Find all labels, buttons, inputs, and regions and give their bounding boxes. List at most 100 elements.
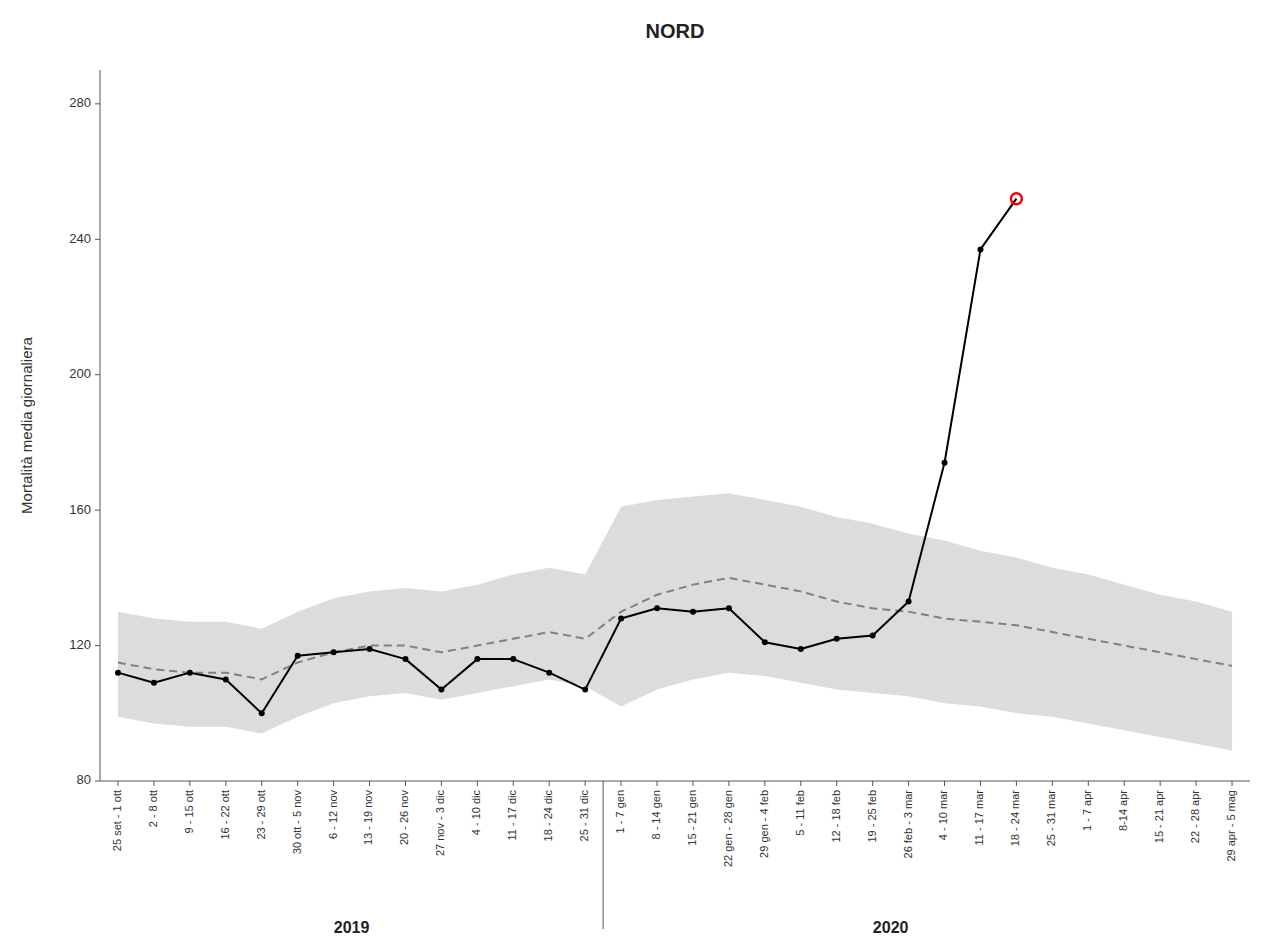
x-tick (728, 781, 729, 786)
x-tick-label: 8-14 apr (1117, 790, 1129, 831)
x-tick-label: 15 - 21 apr (1153, 790, 1165, 844)
x-tick (441, 781, 442, 786)
y-tick (95, 374, 100, 375)
x-tick-label: 1 - 7 gen (614, 790, 626, 833)
x-tick-label: 22 - 28 apr (1189, 790, 1201, 844)
x-tick-label: 12 - 18 feb (830, 790, 842, 843)
x-tick (189, 781, 190, 786)
x-tick (621, 781, 622, 786)
year-label: 2019 (334, 919, 370, 936)
y-axis-label: Mortalità media giornaliera (18, 336, 35, 513)
point (834, 636, 840, 642)
y-tick (95, 103, 100, 104)
point (546, 670, 552, 676)
x-tick-label: 18 - 24 mar (1009, 790, 1021, 847)
x-tick (1160, 781, 1161, 786)
x-tick (477, 781, 478, 786)
y-axis-line (100, 70, 101, 781)
point (582, 687, 588, 693)
x-tick (369, 781, 370, 786)
x-tick-label: 25 - 31 dic (578, 790, 590, 842)
line (118, 199, 1016, 714)
x-tick (261, 781, 262, 786)
x-tick (1124, 781, 1125, 786)
x-tick (944, 781, 945, 786)
point (259, 710, 265, 716)
x-tick-label: 13 - 19 nov (362, 790, 374, 846)
x-tick (980, 781, 981, 786)
point (690, 609, 696, 615)
x-tick (297, 781, 298, 786)
point (654, 605, 660, 611)
x-tick (872, 781, 873, 786)
x-tick-label: 29 apr - 5 mag (1225, 790, 1237, 862)
x-tick-label: 11 - 17 mar (973, 790, 985, 846)
point (942, 460, 948, 466)
point (977, 246, 983, 252)
x-tick-label: 5 - 11 feb (794, 790, 806, 836)
point (187, 670, 193, 676)
x-tick-label: 4 - 10 mar (937, 790, 949, 840)
x-tick-label: 23 - 29 ott (255, 790, 267, 840)
point (115, 670, 121, 676)
point (331, 649, 337, 655)
plot-area (115, 193, 1232, 750)
x-tick-label: 20 - 26 nov (398, 790, 410, 846)
x-tick (1232, 781, 1233, 786)
point (726, 605, 732, 611)
point (402, 656, 408, 662)
x-tick (1052, 781, 1053, 786)
point (870, 632, 876, 638)
x-tick (1088, 781, 1089, 786)
x-tick-label: 30 ott - 5 nov (291, 790, 303, 855)
point (223, 676, 229, 682)
x-tick-label: 11 - 17 dic (506, 790, 518, 841)
x-tick-label: 16 - 22 ott (219, 790, 231, 840)
x-tick-label: 8 - 14 gen (650, 790, 662, 840)
x-tick (692, 781, 693, 786)
x-tick (908, 781, 909, 786)
point (474, 656, 480, 662)
x-tick (513, 781, 514, 786)
x-tick (153, 781, 154, 786)
x-tick-label: 2 - 8 ott (147, 790, 159, 827)
y-tick (95, 781, 100, 782)
x-tick (657, 781, 658, 786)
x-tick-label: 26 feb - 3 mar (902, 790, 914, 859)
y-tick-label: 120 (69, 637, 91, 652)
y-axis: 80120160200240280 (69, 70, 100, 787)
x-tick (1196, 781, 1197, 786)
x-tick-label: 9 - 15 ott (183, 790, 195, 833)
x-tick-label: 19 - 25 feb (866, 790, 878, 843)
x-tick-label: 29 gen - 4 feb (758, 790, 770, 858)
point (510, 656, 516, 662)
confidence-band (118, 493, 1232, 750)
y-tick-label: 280 (69, 95, 91, 110)
x-tick (405, 781, 406, 786)
y-tick (95, 510, 100, 511)
point (438, 687, 444, 693)
point-highlight (1011, 193, 1022, 204)
point (367, 646, 373, 652)
x-tick-label: 25 - 31 mar (1045, 790, 1057, 847)
y-tick (95, 645, 100, 646)
title: NORD (646, 20, 705, 42)
x-axis: 25 set - 1 ott2 - 8 ott9 - 15 ott16 - 22… (100, 781, 1250, 867)
y-tick-label: 160 (69, 502, 91, 517)
x-axis-line (100, 781, 1250, 782)
x-tick-label: 22 gen - 28 gen (722, 790, 734, 867)
point (762, 639, 768, 645)
y-tick (95, 239, 100, 240)
x-tick (333, 781, 334, 786)
year-label: 2020 (873, 919, 909, 936)
x-tick (764, 781, 765, 786)
x-tick-label: 15 - 21 gen (686, 790, 698, 846)
point (906, 599, 912, 605)
point (151, 680, 157, 686)
y-tick-label: 80 (77, 772, 91, 787)
x-tick (117, 781, 118, 786)
point (798, 646, 804, 652)
line (118, 578, 1232, 680)
x-tick-label: 4 - 10 dic (470, 790, 482, 836)
y-tick-label: 240 (69, 231, 91, 246)
